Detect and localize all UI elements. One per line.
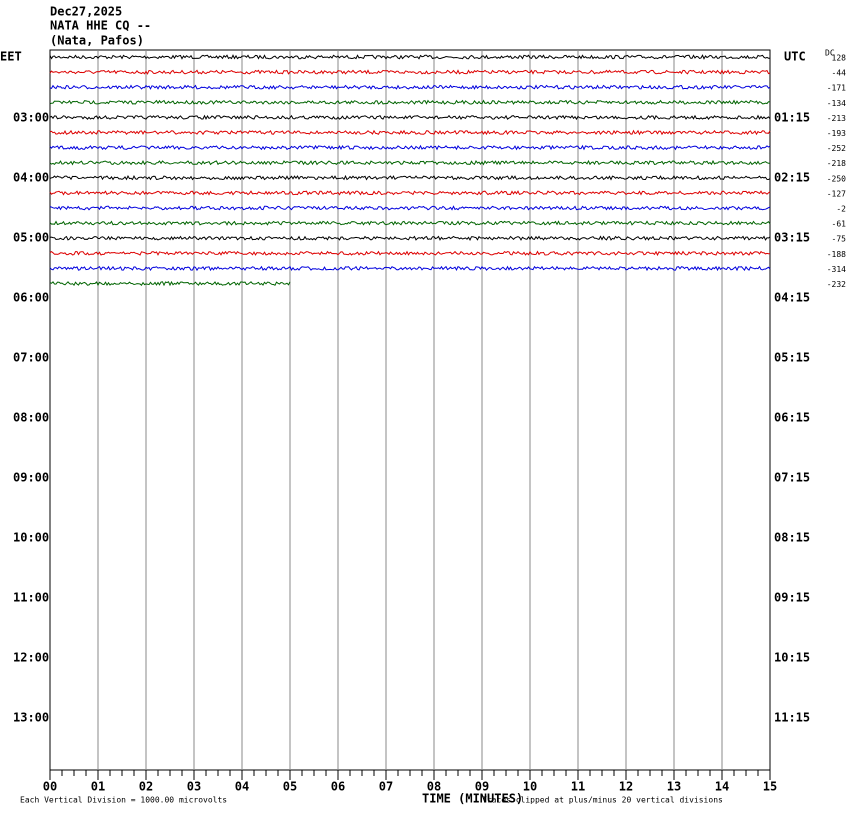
trace xyxy=(49,265,771,272)
x-tick-label: 15 xyxy=(763,780,777,794)
left-time: 10:00 xyxy=(13,531,49,545)
right-time: 05:15 xyxy=(774,351,810,365)
x-tick-label: 01 xyxy=(91,780,105,794)
dc-offset: -232 xyxy=(827,280,846,289)
trace xyxy=(49,54,771,60)
right-time: 04:15 xyxy=(774,291,810,305)
x-tick-label: 10 xyxy=(523,780,537,794)
x-tick-label: 14 xyxy=(715,780,729,794)
dc-offset: -218 xyxy=(827,159,846,168)
left-time: 11:00 xyxy=(13,591,49,605)
trace xyxy=(49,220,771,226)
right-zone: UTC xyxy=(784,50,806,64)
x-tick-label: 08 xyxy=(427,780,441,794)
x-tick-label: 04 xyxy=(235,780,249,794)
plot-frame xyxy=(49,49,771,771)
footer-right: Traces clipped at plus/minus 20 vertical… xyxy=(482,796,723,805)
x-tick-label: 07 xyxy=(379,780,393,794)
dc-offset: -127 xyxy=(827,189,846,198)
x-tick-label: 12 xyxy=(619,780,633,794)
right-time: 02:15 xyxy=(774,171,810,185)
left-time: 08:00 xyxy=(13,411,49,425)
dc-offset: -61 xyxy=(832,220,847,229)
left-zone: EET xyxy=(0,50,22,64)
trace xyxy=(49,129,771,136)
dc-offset: -75 xyxy=(832,235,847,244)
trace xyxy=(49,174,771,181)
right-time: 03:15 xyxy=(774,231,810,245)
trace xyxy=(49,99,770,105)
x-tick-label: 09 xyxy=(475,780,489,794)
x-tick-label: 02 xyxy=(139,780,153,794)
right-time: 08:15 xyxy=(774,531,810,545)
trace xyxy=(49,114,771,121)
x-tick-label: 11 xyxy=(571,780,585,794)
trace xyxy=(49,205,771,211)
dc-offset: -134 xyxy=(827,99,846,108)
footer-left: Each Vertical Division = 1000.00 microvo… xyxy=(20,796,227,805)
left-time: 12:00 xyxy=(13,651,49,665)
dc-offset: -314 xyxy=(827,265,846,274)
left-time: 09:00 xyxy=(13,471,49,485)
dc-offset: -188 xyxy=(827,250,846,259)
x-title: TIME (MINUTES) xyxy=(422,792,523,806)
right-time: 06:15 xyxy=(774,411,810,425)
dc-offset: -213 xyxy=(827,114,846,123)
trace xyxy=(49,84,771,90)
x-tick-label: 03 xyxy=(187,780,201,794)
dc-offset: -44 xyxy=(832,69,847,78)
left-time: 05:00 xyxy=(13,231,49,245)
dc-offset: -171 xyxy=(827,84,846,93)
left-time: 13:00 xyxy=(13,711,49,725)
left-time: 03:00 xyxy=(13,111,49,125)
station: NATA HHE CQ -- xyxy=(50,19,151,33)
left-time: 07:00 xyxy=(13,351,49,365)
x-tick-label: 05 xyxy=(283,780,297,794)
trace xyxy=(49,250,770,257)
right-time: 01:15 xyxy=(774,111,810,125)
trace xyxy=(49,280,291,287)
trace xyxy=(49,159,770,166)
date: Dec27,2025 xyxy=(50,5,122,19)
right-time: 07:15 xyxy=(774,471,810,485)
right-time: 10:15 xyxy=(774,651,810,665)
trace xyxy=(49,69,771,75)
x-tick-label: 00 xyxy=(43,780,57,794)
trace xyxy=(49,235,771,241)
location: (Nata, Pafos) xyxy=(50,34,144,48)
right-time: 11:15 xyxy=(774,711,810,725)
dc-offset: -193 xyxy=(827,129,846,138)
trace xyxy=(49,190,771,196)
right-time: 09:15 xyxy=(774,591,810,605)
x-tick-label: 13 xyxy=(667,780,681,794)
dc-offset: -250 xyxy=(827,174,846,183)
x-tick-label: 06 xyxy=(331,780,345,794)
trace xyxy=(49,144,771,151)
left-time: 04:00 xyxy=(13,171,49,185)
dc-offset: 128 xyxy=(832,54,847,63)
dc-offset: -2 xyxy=(836,205,846,214)
dc-offset: -252 xyxy=(827,144,846,153)
left-time: 06:00 xyxy=(13,291,49,305)
dc-heading: DC xyxy=(825,49,835,58)
